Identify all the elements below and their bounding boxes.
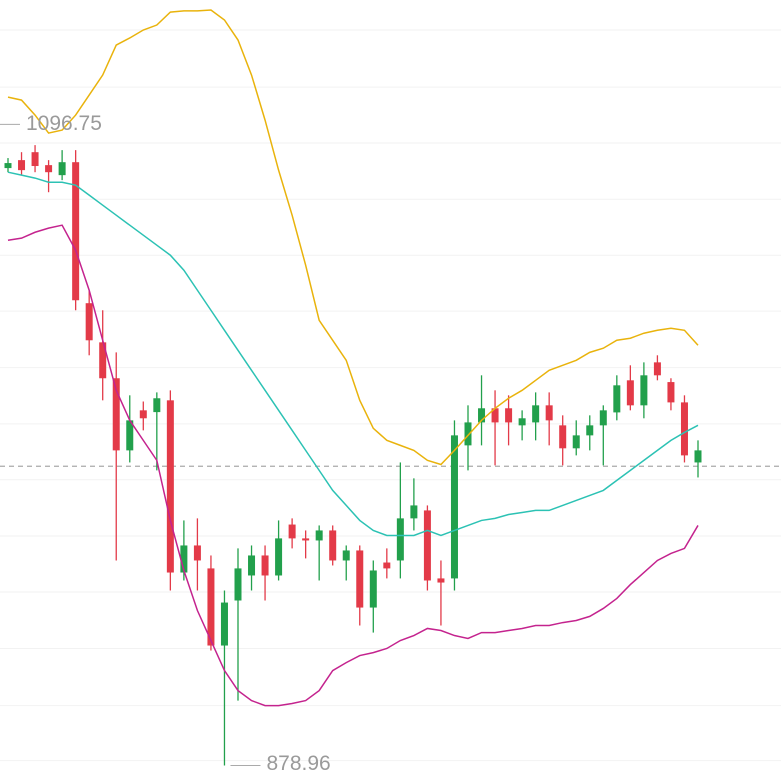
candle-body xyxy=(694,450,702,463)
candle-body xyxy=(369,570,377,608)
high-label: 1096.75 xyxy=(26,112,102,135)
candle-body xyxy=(126,420,134,451)
candle-body xyxy=(234,568,242,601)
candle-body xyxy=(139,410,147,419)
candle-body xyxy=(72,162,80,301)
candle-body xyxy=(478,408,486,423)
candle-body xyxy=(599,410,607,426)
candle-body xyxy=(626,380,634,406)
candle-body xyxy=(288,524,296,539)
candle-body xyxy=(545,405,553,421)
candle-body xyxy=(112,378,120,451)
candle-body xyxy=(396,518,404,561)
candle-body xyxy=(464,422,472,446)
candle-body xyxy=(667,382,675,403)
band-line xyxy=(7,9,699,466)
candle-body xyxy=(275,538,283,576)
candle-body xyxy=(423,510,431,581)
candle-body xyxy=(383,562,391,569)
candle-body xyxy=(180,545,188,573)
candle-body xyxy=(342,550,350,561)
candle-body xyxy=(640,375,648,406)
candle-body xyxy=(4,163,12,169)
candle-body xyxy=(99,342,107,379)
band-line xyxy=(7,224,699,707)
candle-body xyxy=(450,435,458,579)
candle-body xyxy=(248,555,256,576)
candle-body xyxy=(329,530,337,561)
candle-body xyxy=(356,550,364,608)
candle-body xyxy=(572,435,580,449)
candle-body xyxy=(85,303,93,341)
candle-body xyxy=(207,568,215,646)
candle-body xyxy=(653,362,661,376)
candle-body xyxy=(166,400,174,573)
low-label: 878.96 xyxy=(266,752,330,775)
candle-body xyxy=(410,505,418,519)
candle-body xyxy=(220,602,228,646)
candle-body xyxy=(437,578,445,583)
candle-body xyxy=(45,165,53,173)
candle-body xyxy=(505,408,513,423)
candle-body xyxy=(680,402,688,456)
candle-body xyxy=(58,162,66,176)
candle-body xyxy=(18,160,26,171)
candle-body xyxy=(559,425,567,449)
candle-body xyxy=(153,398,161,413)
band-line xyxy=(7,171,699,537)
candle-body xyxy=(31,152,39,167)
candle-body xyxy=(315,530,323,541)
candle-body xyxy=(302,538,310,541)
candle-body xyxy=(193,545,201,561)
candle-body xyxy=(613,385,621,413)
candle-body xyxy=(586,425,594,436)
candle-body xyxy=(518,418,526,426)
candle-body xyxy=(261,555,269,576)
candle-body xyxy=(491,408,499,423)
candle-body xyxy=(532,405,540,423)
